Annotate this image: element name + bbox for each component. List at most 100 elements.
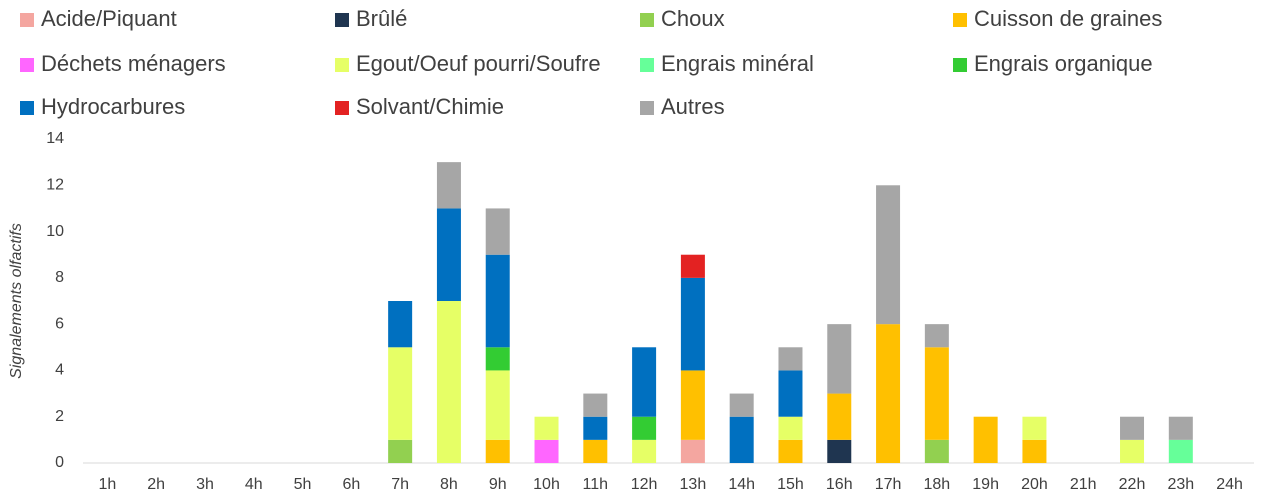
- bar-segment: [876, 185, 901, 325]
- bar-segment: [680, 277, 705, 371]
- legend-swatch: [640, 58, 654, 72]
- x-tick-label: 17h: [875, 476, 902, 493]
- y-tick-label: 14: [46, 130, 64, 147]
- legend-swatch: [953, 58, 967, 72]
- legend-label: Engrais organique: [974, 51, 1153, 76]
- x-tick-label: 23h: [1167, 476, 1194, 493]
- bar-segment: [388, 439, 413, 463]
- bar-segment: [680, 370, 705, 440]
- bar-segment: [583, 393, 608, 417]
- legend-swatch: [20, 13, 34, 27]
- legend-swatch: [640, 13, 654, 27]
- x-tick-label: 16h: [826, 476, 853, 493]
- bar-segment: [485, 208, 510, 255]
- bar-segment: [1120, 439, 1145, 463]
- legend-swatch: [20, 58, 34, 72]
- legend-swatch: [335, 58, 349, 72]
- legend-swatch: [335, 101, 349, 115]
- bar-segment: [778, 439, 803, 463]
- x-tick-label: 8h: [440, 476, 458, 493]
- legend-label: Cuisson de graines: [974, 6, 1162, 31]
- bar-segment: [485, 254, 510, 348]
- bar-segment: [729, 416, 754, 463]
- legend-swatch: [335, 13, 349, 27]
- legend-label: Choux: [661, 6, 725, 31]
- y-tick-label: 0: [55, 454, 64, 471]
- bar-segment: [680, 439, 705, 463]
- x-tick-label: 15h: [777, 476, 804, 493]
- bar-segment: [778, 347, 803, 371]
- y-tick-label: 10: [46, 223, 64, 240]
- x-tick-label: 10h: [533, 476, 560, 493]
- x-tick-label: 1h: [98, 476, 116, 493]
- bar-segment: [778, 370, 803, 417]
- x-tick-label: 14h: [728, 476, 755, 493]
- legend-label: Hydrocarbures: [41, 94, 185, 119]
- bar-segment: [583, 439, 608, 463]
- bar-segment: [1120, 416, 1145, 440]
- bar-segment: [924, 324, 949, 348]
- y-tick-label: 4: [55, 362, 64, 379]
- bar-segment: [436, 208, 461, 301]
- legend-label: Egout/Oeuf pourri/Soufre: [356, 51, 601, 76]
- legend-swatch: [640, 101, 654, 115]
- legend-label: Engrais minéral: [661, 51, 814, 76]
- x-tick-label: 9h: [489, 476, 507, 493]
- bar-segment: [778, 416, 803, 440]
- bar-segment: [827, 439, 852, 463]
- x-tick-label: 4h: [245, 476, 263, 493]
- x-tick-label: 7h: [391, 476, 409, 493]
- x-tick-label: 22h: [1119, 476, 1146, 493]
- bar-segment: [485, 439, 510, 463]
- x-tick-label: 20h: [1021, 476, 1048, 493]
- x-tick-label: 18h: [924, 476, 951, 493]
- x-tick-label: 2h: [147, 476, 165, 493]
- x-tick-label: 21h: [1070, 476, 1097, 493]
- y-tick-label: 2: [55, 408, 64, 425]
- legend-label: Acide/Piquant: [41, 6, 177, 31]
- x-tick-label: 24h: [1216, 476, 1243, 493]
- legend-label: Autres: [661, 94, 725, 119]
- bar-segment: [973, 416, 998, 463]
- x-tick-label: 5h: [294, 476, 312, 493]
- bar-segment: [534, 416, 559, 440]
- bar-segment: [827, 324, 852, 394]
- legend-label: Brûlé: [356, 6, 407, 31]
- bar-segment: [1168, 439, 1193, 463]
- legend-swatch: [20, 101, 34, 115]
- x-tick-label: 11h: [583, 476, 609, 493]
- bar-segment: [485, 370, 510, 440]
- bar-segment: [388, 301, 413, 348]
- y-tick-label: 8: [55, 269, 64, 286]
- bar-segment: [1168, 416, 1193, 440]
- x-tick-label: 6h: [342, 476, 360, 493]
- x-tick-label: 3h: [196, 476, 214, 493]
- bar-segment: [924, 347, 949, 440]
- y-axis-label: Signalements olfactifs: [8, 223, 25, 379]
- x-tick-label: 13h: [680, 476, 707, 493]
- x-tick-label: 19h: [972, 476, 999, 493]
- legend-label: Déchets ménagers: [41, 51, 226, 76]
- legend-swatch: [953, 13, 967, 27]
- bar-segment: [632, 439, 657, 463]
- y-tick-label: 6: [55, 315, 64, 332]
- bar-segment: [1022, 416, 1047, 440]
- x-tick-label: 12h: [631, 476, 658, 493]
- bar-segment: [485, 347, 510, 371]
- legend-label: Solvant/Chimie: [356, 94, 504, 119]
- bar-segment: [680, 254, 705, 278]
- bar-segment: [827, 393, 852, 440]
- bar-segment: [632, 416, 657, 440]
- bar-segment: [436, 301, 461, 463]
- bar-segment: [534, 439, 559, 463]
- bar-segment: [876, 324, 901, 463]
- bar-segment: [1022, 439, 1047, 463]
- bar-segment: [924, 439, 949, 463]
- bar-segment: [729, 393, 754, 417]
- y-tick-label: 12: [46, 177, 64, 194]
- bar-segment: [436, 162, 461, 209]
- bar-segment: [583, 416, 608, 440]
- bar-segment: [388, 347, 413, 440]
- bar-segment: [632, 347, 657, 417]
